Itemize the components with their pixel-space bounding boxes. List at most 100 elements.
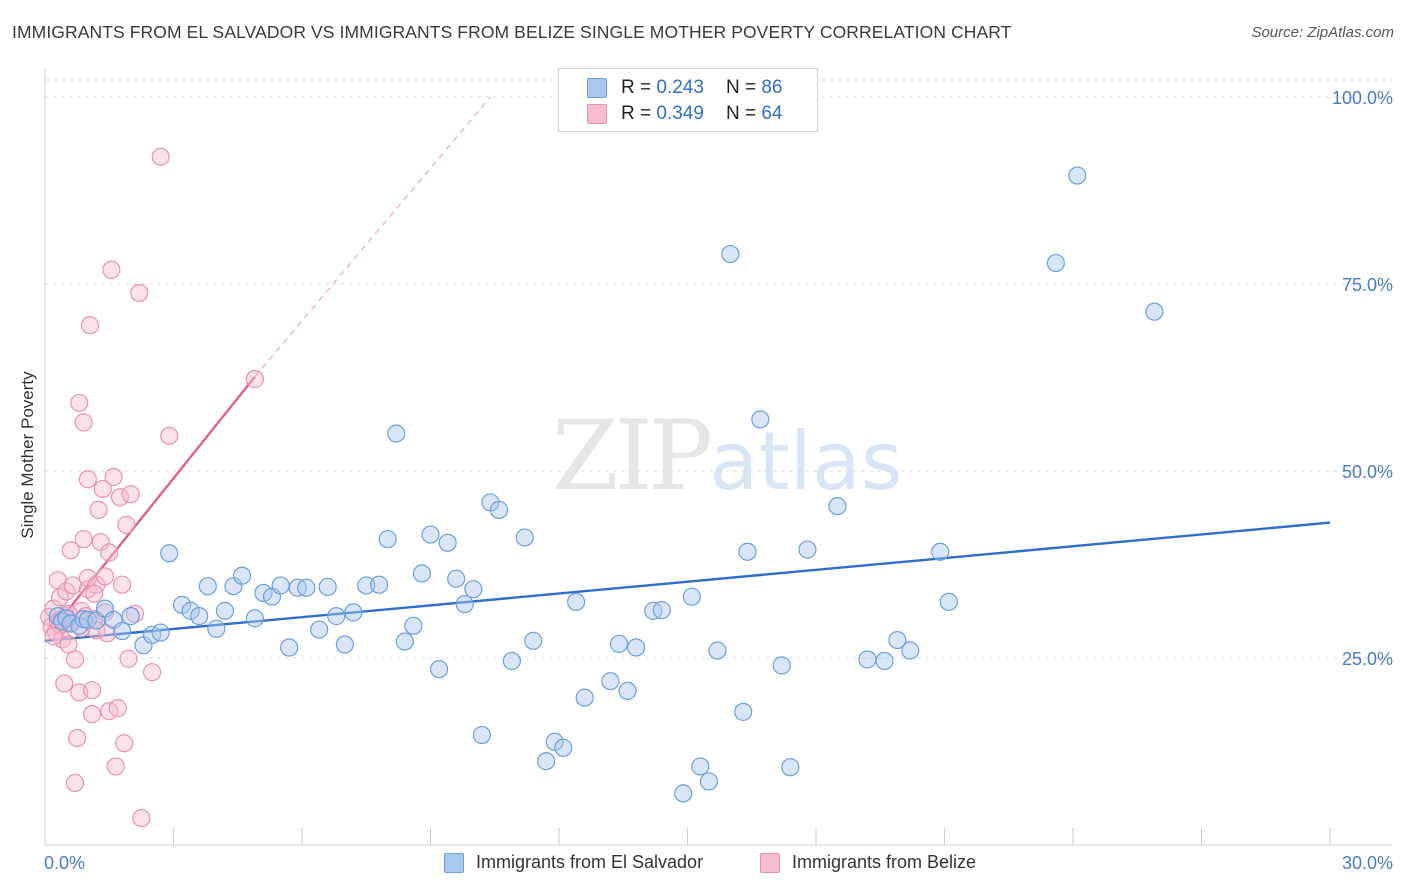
belize-point [65,650,85,669]
x-tick-label: 0.0% [44,853,85,873]
belize-point [108,699,127,718]
el-salvador-point [310,620,329,639]
belize-point [119,649,138,668]
legend-swatch-pink [587,104,607,124]
el-salvador-point [537,752,556,771]
legend-r-label: R = [621,103,652,124]
belize-point [55,674,74,693]
el-salvador-point [601,672,620,691]
el-salvador-point [207,619,226,638]
belize-point [102,260,121,279]
el-salvador-point [939,592,958,612]
belize-point [83,704,102,724]
belize-point [100,543,119,562]
legend-n-value: 64 [761,103,783,124]
el-salvador-point [370,575,389,594]
el-salvador-point [691,757,710,776]
el-salvador-point [429,660,449,679]
bottom-legend-swatch-pink [760,852,780,873]
belize-point [80,316,100,335]
bottom-legend-belize: Immigrants from Belize [760,852,976,873]
el-salvador-point [674,784,693,803]
belize-point [160,426,179,445]
el-salvador-point [489,500,509,519]
el-salvador-point [472,725,491,745]
el-salvador-point [682,587,701,606]
belize-point [44,627,63,646]
el-salvador-point [772,656,791,675]
belize-point [59,635,78,654]
el-salvador-point [931,542,950,561]
el-salvador-point [438,533,457,552]
el-salvador-point [112,621,132,641]
bottom-legend-el-salvador: Immigrants from El Salvador [444,852,703,873]
el-salvador-point [464,580,483,599]
el-salvador-point [721,244,740,264]
el-salvador-point [738,542,757,561]
belize-point [93,479,112,499]
el-salvador-point [232,566,252,585]
watermark-atlas: atlas [709,415,903,508]
belize-point [74,529,93,549]
legend-r-label: R = [621,77,652,98]
el-salvador-point [327,607,346,626]
el-salvador-point [455,595,474,614]
el-salvador-point [618,681,637,701]
el-salvador-point [190,607,209,626]
belize-point [74,413,93,432]
source-label: Source: ZipAtlas.com [1251,24,1394,41]
el-salvador-point [357,576,376,595]
belize-trend-extension [254,96,491,378]
belize-point [70,393,89,413]
el-salvador-point [318,577,337,597]
watermark-zip: ZIP [552,400,713,512]
legend-n-value: 86 [761,77,783,98]
belize-point [106,757,125,776]
belize-point [104,467,123,487]
el-salvador-point [828,497,847,516]
belize-point [85,584,104,603]
watermark: ZIPatlas [552,400,903,512]
legend-row-belize: R = 0.349 N = 64 [587,102,782,126]
el-salvador-point [215,601,234,620]
belize-point [61,541,80,560]
el-salvador-point [626,638,646,657]
belize-point [63,576,82,595]
belize-point [78,470,97,489]
legend-row-el-salvador: R = 0.243 N = 86 [587,76,782,100]
belize-point [95,567,115,586]
el-salvador-point [412,564,432,583]
el-salvador-point [421,525,440,544]
belize-point [112,575,132,594]
el-salvador-point [181,601,200,620]
el-salvador-point [271,576,290,595]
tick-labels: 25.0% 50.0% 75.0% 100.0% 0.0% 30.0% [44,88,1393,873]
el-salvador-point [781,758,800,777]
el-salvador-point [297,578,316,597]
belize-point [245,369,264,389]
x-tick-label: 30.0% [1342,853,1393,873]
belize-point [121,485,140,504]
belize-point [110,488,130,507]
el-salvador-point [751,410,770,429]
el-salvador-point [699,772,719,791]
belize-point [117,515,136,534]
el-salvador-point [151,623,170,642]
el-salvador-point [652,601,671,620]
el-salvador-point [335,635,354,654]
el-salvador-point [502,651,521,671]
belize-point [151,147,170,166]
el-salvador-point [708,641,727,660]
el-salvador-point [245,609,264,628]
el-salvador-point [858,650,877,669]
correlation-legend: R = 0.243 N = 86 R = 0.349 N = 64 [558,68,818,132]
y-tick-label: 50.0% [1342,462,1393,482]
el-salvador-points [48,166,1164,803]
y-axis-label: Single Mother Poverty [18,371,37,539]
el-salvador-point [875,651,894,671]
el-salvador-point [567,592,586,612]
belize-point [89,500,108,519]
el-salvador-point [798,540,817,559]
belize-point [142,663,162,682]
